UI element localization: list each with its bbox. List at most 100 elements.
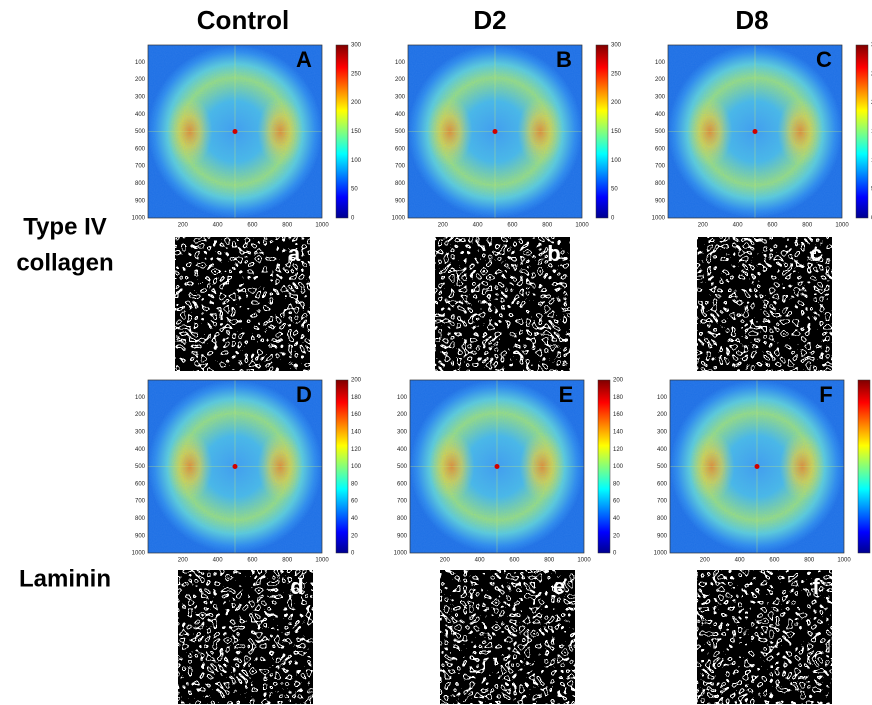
x-tick-label: 1000 xyxy=(835,223,849,229)
x-tick-label: 200 xyxy=(438,223,449,229)
x-tick-label: 400 xyxy=(735,558,746,564)
colorbar-tick-label: 160 xyxy=(613,412,624,418)
x-tick-label: 400 xyxy=(213,223,224,229)
column-header: D8 xyxy=(735,5,768,35)
x-tick-label: 200 xyxy=(700,558,711,564)
y-tick-label: 1000 xyxy=(654,551,668,557)
center-peak xyxy=(233,464,238,469)
colorbar xyxy=(336,380,348,553)
x-tick-label: 1000 xyxy=(315,223,329,229)
colorbar-tick-label: 180 xyxy=(613,395,624,401)
y-tick-label: 600 xyxy=(657,481,668,487)
colorbar-tick-label: 0 xyxy=(613,551,617,557)
colorbar-tick-label: 150 xyxy=(611,129,622,135)
colorbar-tick-label: 100 xyxy=(351,464,362,470)
y-tick-label: 100 xyxy=(135,395,146,401)
colorbar-tick-label: 40 xyxy=(613,516,620,522)
panel-letter: d xyxy=(290,574,303,599)
y-tick-label: 1000 xyxy=(652,216,666,222)
x-tick-label: 400 xyxy=(733,223,744,229)
panel-letter: B xyxy=(556,47,572,72)
x-tick-label: 1000 xyxy=(577,558,591,564)
x-tick-label: 800 xyxy=(804,558,815,564)
y-tick-label: 400 xyxy=(395,112,406,118)
center-peak xyxy=(495,464,500,469)
colorbar-tick-label: 120 xyxy=(613,447,624,453)
colorbar-tick-label: 160 xyxy=(351,412,362,418)
y-tick-label: 800 xyxy=(135,516,146,522)
x-tick-label: 600 xyxy=(247,223,258,229)
colorbar-tick-label: 100 xyxy=(613,464,624,470)
y-tick-label: 300 xyxy=(135,429,146,435)
colorbar-tick-label: 80 xyxy=(351,481,358,487)
colorbar-tick-label: 20 xyxy=(613,533,620,539)
colorbar-tick-label: 0 xyxy=(611,216,615,222)
y-tick-label: 400 xyxy=(397,447,408,453)
y-tick-label: 800 xyxy=(657,516,668,522)
y-tick-label: 300 xyxy=(395,94,406,100)
colorbar-tick-label: 200 xyxy=(613,378,624,384)
y-tick-label: 200 xyxy=(395,77,406,83)
y-tick-label: 100 xyxy=(395,60,406,66)
y-tick-label: 600 xyxy=(135,481,146,487)
y-tick-label: 700 xyxy=(135,164,146,170)
y-tick-label: 300 xyxy=(397,429,408,435)
x-tick-label: 200 xyxy=(178,223,189,229)
x-tick-label: 400 xyxy=(473,223,484,229)
y-tick-label: 700 xyxy=(395,164,406,170)
y-tick-label: 1000 xyxy=(392,216,406,222)
y-tick-label: 500 xyxy=(135,129,146,135)
y-tick-label: 700 xyxy=(135,499,146,505)
y-tick-label: 100 xyxy=(397,395,408,401)
x-tick-label: 1000 xyxy=(837,558,851,564)
x-tick-label: 200 xyxy=(178,558,189,564)
colorbar-tick-label: 250 xyxy=(611,71,622,77)
colorbar-tick-label: 0 xyxy=(351,551,355,557)
y-tick-label: 300 xyxy=(655,94,666,100)
center-peak xyxy=(753,129,758,134)
y-tick-label: 200 xyxy=(135,412,146,418)
center-peak xyxy=(493,129,498,134)
y-tick-label: 900 xyxy=(655,198,666,204)
panel-letter: e xyxy=(553,574,565,599)
colorbar-tick-label: 250 xyxy=(351,71,362,77)
y-tick-label: 900 xyxy=(395,198,406,204)
colorbar-tick-label: 60 xyxy=(613,499,620,505)
y-tick-label: 800 xyxy=(395,181,406,187)
panel-letter: C xyxy=(816,47,832,72)
y-tick-label: 300 xyxy=(657,429,668,435)
y-tick-label: 200 xyxy=(657,412,668,418)
column-header: Control xyxy=(197,5,289,35)
colorbar-tick-label: 50 xyxy=(351,187,358,193)
y-tick-label: 900 xyxy=(657,533,668,539)
x-tick-label: 200 xyxy=(440,558,451,564)
y-tick-label: 100 xyxy=(135,60,146,66)
colorbar-tick-label: 20 xyxy=(351,533,358,539)
y-tick-label: 200 xyxy=(135,77,146,83)
center-peak xyxy=(755,464,760,469)
row-label: collagen xyxy=(16,249,113,276)
colorbar-tick-label: 140 xyxy=(351,429,362,435)
x-tick-label: 800 xyxy=(544,558,555,564)
x-tick-label: 800 xyxy=(282,558,293,564)
y-tick-label: 500 xyxy=(657,464,668,470)
y-tick-label: 400 xyxy=(135,447,146,453)
y-tick-label: 700 xyxy=(657,499,668,505)
x-tick-label: 400 xyxy=(213,558,224,564)
y-tick-label: 800 xyxy=(397,516,408,522)
x-tick-label: 600 xyxy=(507,223,518,229)
y-tick-label: 400 xyxy=(657,447,668,453)
panel-letter: D xyxy=(296,382,312,407)
colorbar-tick-label: 60 xyxy=(351,499,358,505)
x-tick-label: 600 xyxy=(767,223,778,229)
y-tick-label: 1000 xyxy=(132,551,146,557)
panel-letter: b xyxy=(547,241,560,266)
colorbar-tick-label: 300 xyxy=(611,43,622,49)
colorbar-tick-label: 180 xyxy=(351,395,362,401)
y-tick-label: 500 xyxy=(135,464,146,470)
y-tick-label: 800 xyxy=(135,181,146,187)
y-tick-label: 700 xyxy=(655,164,666,170)
colorbar-tick-label: 200 xyxy=(351,100,362,106)
y-tick-label: 100 xyxy=(655,60,666,66)
colorbar xyxy=(856,45,868,218)
